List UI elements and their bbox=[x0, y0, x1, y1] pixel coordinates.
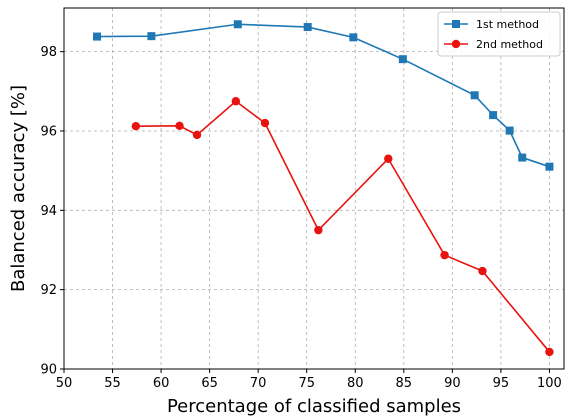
y-tick-label: 98 bbox=[40, 45, 57, 60]
legend-entry-label: 1st method bbox=[476, 18, 539, 31]
data-point-marker bbox=[175, 121, 184, 131]
legend: 1st method 2nd method bbox=[437, 11, 561, 57]
data-point-marker bbox=[260, 118, 270, 128]
x-tick-label: 75 bbox=[298, 376, 315, 391]
axes: 50 55 60 65 70 75 80 85 90 95 100 90 92 94 96 98 bbox=[40, 7, 565, 391]
y-tick-label: 90 bbox=[40, 363, 57, 378]
legend-box bbox=[437, 11, 561, 57]
data-point-marker bbox=[192, 130, 202, 140]
legend-marker bbox=[451, 39, 461, 49]
data-point-marker bbox=[131, 122, 141, 131]
grid-lines bbox=[63, 8, 564, 370]
y-axis-label: Balanced accuracy [%] bbox=[8, 85, 29, 292]
legend-entry-label: 2nd method bbox=[476, 38, 543, 51]
data-point-marker bbox=[233, 20, 242, 29]
data-point-marker bbox=[303, 23, 312, 32]
data-point-marker bbox=[231, 97, 241, 106]
x-tick-label: 60 bbox=[153, 376, 170, 391]
x-tick-label: 100 bbox=[537, 376, 562, 391]
data-point-marker bbox=[489, 111, 498, 120]
data-point-marker bbox=[398, 55, 407, 64]
x-tick-label: 55 bbox=[104, 376, 121, 391]
data-point-marker bbox=[93, 32, 102, 41]
x-tick-label: 90 bbox=[444, 376, 461, 391]
x-tick-label: 95 bbox=[493, 376, 510, 391]
y-tick-label: 94 bbox=[40, 204, 57, 219]
x-tick-label: 80 bbox=[347, 376, 364, 391]
data-series bbox=[93, 20, 554, 357]
plot-frame bbox=[63, 7, 565, 370]
x-tick-label: 85 bbox=[396, 376, 413, 391]
data-point-marker bbox=[545, 347, 554, 357]
x-tick-label: 50 bbox=[56, 376, 73, 391]
data-point-marker bbox=[470, 91, 479, 100]
y-tick-label: 96 bbox=[40, 124, 57, 139]
series-line bbox=[135, 100, 551, 353]
x-tick-label: 65 bbox=[201, 376, 218, 391]
data-point-marker bbox=[545, 162, 554, 171]
data-point-marker bbox=[440, 250, 449, 260]
data-point-marker bbox=[384, 154, 393, 163]
data-point-marker bbox=[478, 266, 487, 276]
x-axis-label: Percentage of classified samples bbox=[167, 396, 461, 417]
x-tick-label: 70 bbox=[250, 376, 267, 391]
legend-marker bbox=[452, 20, 460, 28]
y-tick-label: 92 bbox=[40, 283, 57, 298]
data-point-marker bbox=[349, 33, 358, 42]
data-point-marker bbox=[518, 153, 527, 162]
data-point-marker bbox=[505, 126, 514, 135]
data-point-marker bbox=[147, 32, 156, 41]
data-point-marker bbox=[314, 225, 323, 235]
